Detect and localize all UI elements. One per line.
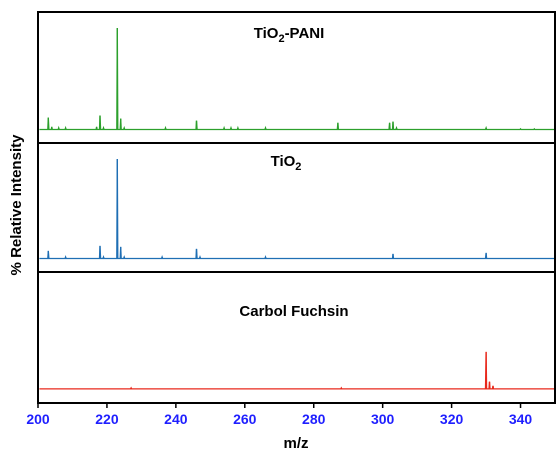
spectrum-line-2: [39, 158, 555, 260]
plot-frame: [37, 11, 556, 404]
x-tick-label: 200: [26, 411, 50, 427]
panel-label-2: TiO2: [271, 153, 302, 173]
x-axis-title: m/z: [283, 435, 308, 452]
x-axis: 200 220 240 260 280 300 320 340: [26, 403, 532, 427]
x-tick-label: 280: [302, 411, 326, 427]
x-tick-label: 300: [371, 411, 395, 427]
panel-label-1: TiO2-PANI: [254, 25, 325, 45]
x-tick-label: 320: [440, 411, 464, 427]
spectrum-panel-2: TiO2: [39, 153, 555, 260]
spectrum-panel-3: Carbol Fuchsin: [39, 303, 555, 390]
x-tick-label: 260: [233, 411, 257, 427]
spectrum-line-1: [39, 27, 555, 131]
y-axis-title: % Relative Intensity: [8, 134, 25, 276]
x-tick-label: 340: [509, 411, 533, 427]
spectrum-panel-1: TiO2-PANI: [39, 25, 555, 131]
x-tick-label: 220: [95, 411, 119, 427]
panel-label-3: Carbol Fuchsin: [239, 303, 348, 320]
spectrum-line-3: [39, 351, 555, 390]
x-tick-label: 240: [164, 411, 188, 427]
